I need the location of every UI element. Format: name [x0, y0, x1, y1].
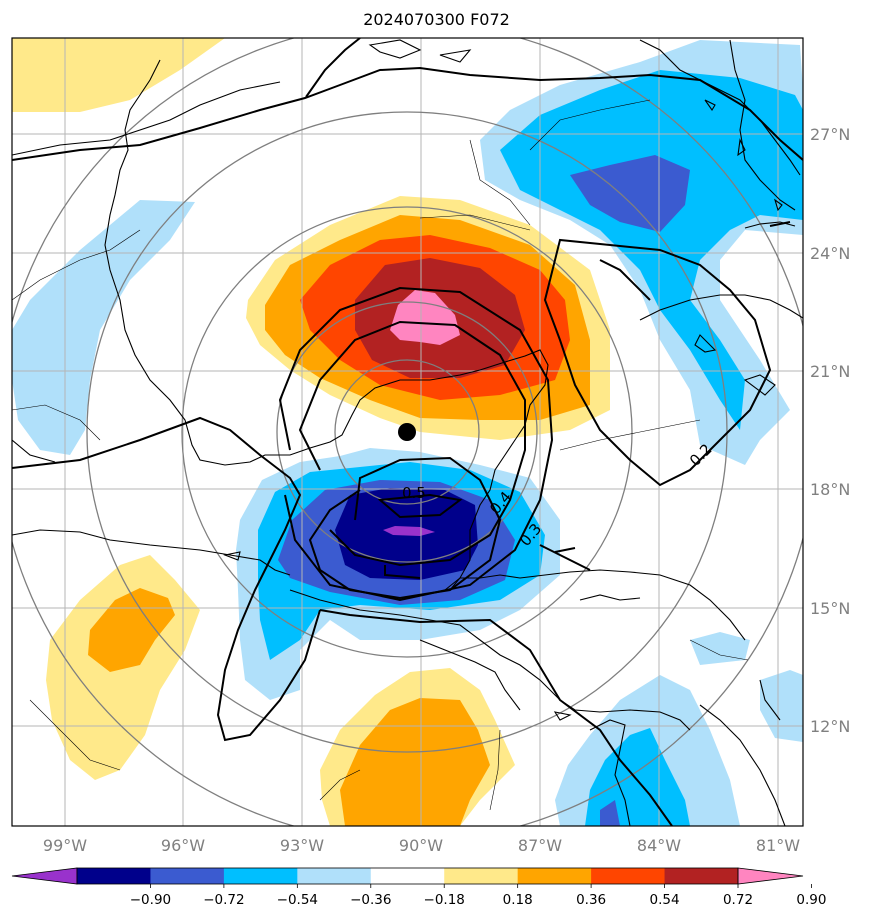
colorbar-tick-label: 0.72: [723, 892, 753, 908]
contour-lines: [12, 38, 803, 826]
lon-label: 96°W: [161, 836, 205, 855]
colorbar-tick-label: 0.36: [576, 892, 606, 908]
colorbar-tick-label: 0.18: [503, 892, 533, 908]
lon-label: 93°W: [280, 836, 324, 855]
state-borders: [12, 99, 749, 811]
contour-label-0p5: 0.5: [402, 484, 426, 502]
colorbar-segment: [370, 868, 445, 884]
lat-label: 15°N: [810, 599, 850, 618]
colorbar-segment: [297, 868, 372, 884]
range-rings: [12, 38, 803, 826]
lat-label: 12°N: [810, 717, 850, 736]
lon-label: 87°W: [518, 836, 562, 855]
colorbar-segment: [444, 868, 519, 884]
colorbar-segment: [591, 868, 666, 884]
colorbar-segment: [77, 868, 151, 884]
colorbar-tick-label: −0.90: [130, 892, 171, 908]
lat-label: 27°N: [810, 125, 850, 144]
lat-label: 21°N: [810, 362, 850, 381]
lon-label: 99°W: [43, 836, 87, 855]
lat-labels: 27°N 24°N 21°N 18°N 15°N 12°N: [810, 125, 850, 736]
colorbar-tick-label: 0.90: [796, 892, 826, 908]
colorbar-tick-label: −0.54: [277, 892, 318, 908]
colorbar-segment: [517, 868, 592, 884]
lat-label: 24°N: [810, 244, 850, 263]
colorbar-tick-label: −0.18: [424, 892, 465, 908]
lon-label: 90°W: [399, 836, 443, 855]
lon-label: 84°W: [637, 836, 681, 855]
map-area: 0.2 0.3 0.4 0.5: [12, 38, 803, 826]
colorbar-over-triangle: [737, 867, 804, 885]
storm-center-marker: [398, 423, 416, 441]
colorbar-outline: [76, 867, 739, 885]
lat-label: 18°N: [810, 480, 850, 499]
colorbar-segment: [664, 868, 739, 884]
map-frame: [11, 37, 804, 827]
lon-labels: 99°W 96°W 93°W 90°W 87°W 84°W 81°W: [43, 836, 800, 855]
lon-label: 81°W: [756, 836, 800, 855]
map-title: 2024070300 F072: [363, 10, 510, 29]
colorbar-under-triangle: [11, 867, 78, 885]
colorbar-tick-label: 0.54: [650, 892, 680, 908]
colorbar-segment: [223, 868, 298, 884]
colorbar-segment: [150, 868, 225, 884]
coastlines: [12, 39, 803, 826]
colorbar-tick-label: −0.36: [350, 892, 391, 908]
colorbar: −0.90 −0.72 −0.54 −0.36 −0.18 0.18 0.36 0.54 0.7…: [11, 867, 826, 908]
colorbar-tick-label: −0.72: [203, 892, 244, 908]
